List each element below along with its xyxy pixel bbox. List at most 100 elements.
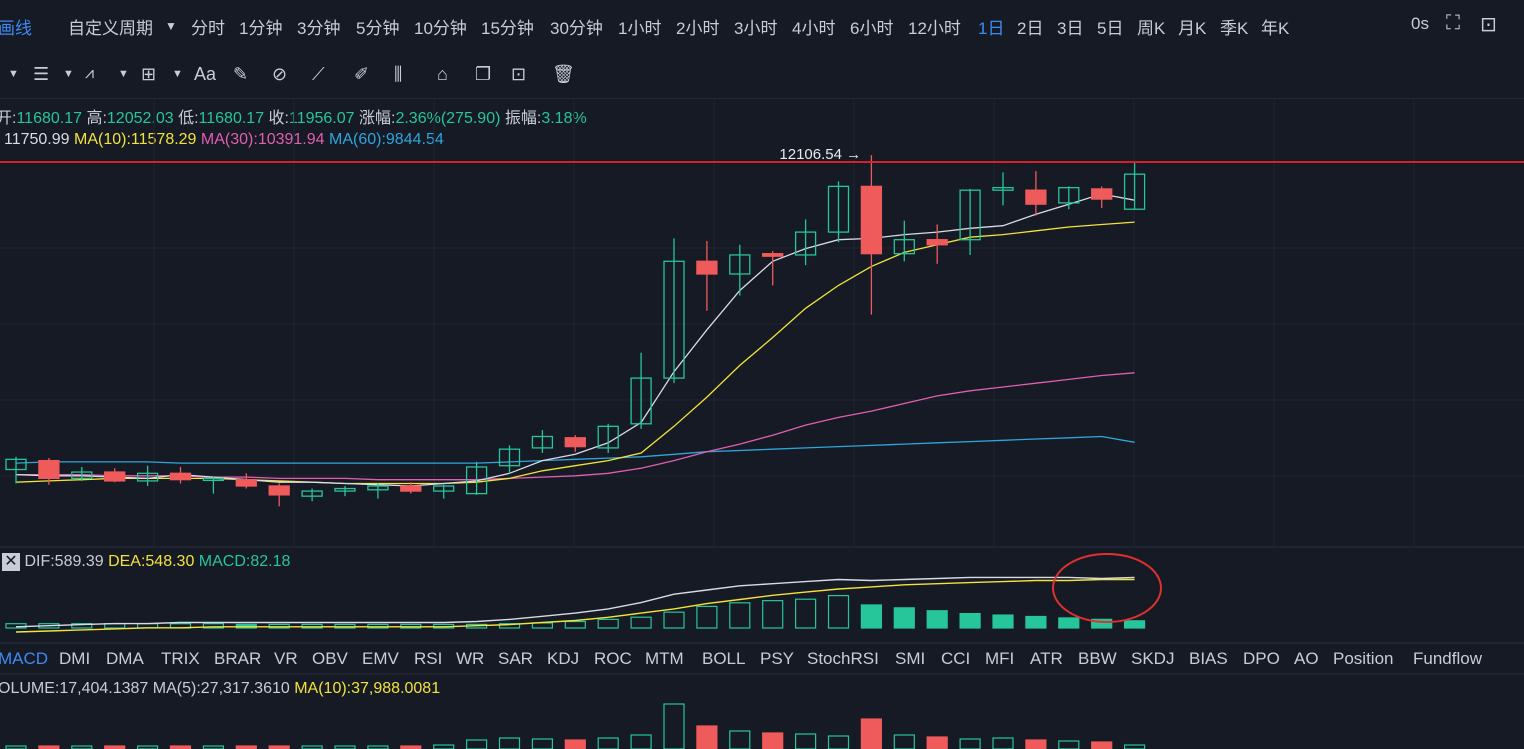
chevron-down-icon[interactable]: ▼ bbox=[165, 19, 177, 33]
indicator-tab-atr[interactable]: ATR bbox=[1030, 649, 1063, 668]
period-tab-18[interactable]: 月K bbox=[1178, 19, 1207, 38]
indicator-tab-trix[interactable]: TRIX bbox=[161, 649, 200, 668]
custom-period-dropdown[interactable]: 自定义周期 bbox=[68, 19, 153, 38]
window-icon[interactable]: ⊡ bbox=[1480, 14, 1497, 36]
volume-bar-3 bbox=[104, 745, 126, 749]
period-tab-1[interactable]: 1分钟 bbox=[239, 19, 283, 38]
chevron-down-icon[interactable]: ▼ bbox=[8, 68, 19, 80]
period-tab-14[interactable]: 2日 bbox=[1017, 19, 1044, 38]
change-value: 2.36%(275.90) bbox=[395, 110, 501, 127]
indicator-tab-cci[interactable]: CCI bbox=[941, 649, 971, 668]
magnet-icon[interactable]: ⊘ bbox=[272, 64, 288, 84]
volume-bar-23 bbox=[762, 732, 784, 749]
indicator-tab-mtm[interactable]: MTM bbox=[645, 649, 684, 668]
indicator-tab-roc[interactable]: ROC bbox=[594, 649, 632, 668]
copy-icon[interactable]: ❐ bbox=[475, 64, 492, 84]
candle-body-8 bbox=[268, 485, 290, 496]
indicator-tab-kdj[interactable]: KDJ bbox=[547, 649, 580, 668]
indicator-tab-dma[interactable]: DMA bbox=[106, 649, 144, 668]
indicator-tab-bias[interactable]: BIAS bbox=[1189, 649, 1228, 668]
period-tab-15[interactable]: 3日 bbox=[1057, 19, 1084, 38]
indicator-tab-fundflow[interactable]: Fundflow bbox=[1413, 649, 1482, 668]
macd-bar-30 bbox=[992, 614, 1014, 629]
period-tab-5[interactable]: 15分钟 bbox=[481, 19, 534, 38]
period-tab-4[interactable]: 10分钟 bbox=[414, 19, 467, 38]
ma30-value: 10391.94 bbox=[257, 131, 325, 148]
candle-body-27 bbox=[893, 239, 915, 255]
macd-bar-0 bbox=[5, 623, 27, 629]
period-tab-16[interactable]: 5日 bbox=[1097, 19, 1124, 38]
dea-line bbox=[15, 578, 1135, 633]
period-tab-8[interactable]: 2小时 bbox=[676, 19, 720, 38]
close-value: 11956.07 bbox=[289, 110, 355, 127]
candles-icon[interactable]: ⫼ bbox=[394, 64, 403, 84]
indicator-tab-stochrsi[interactable]: StochRSI bbox=[807, 649, 879, 668]
indicator-tab-dmi[interactable]: DMI bbox=[59, 649, 91, 668]
volume-bar-30 bbox=[992, 737, 1014, 749]
indicator-tab-smi[interactable]: SMI bbox=[895, 649, 926, 668]
period-tab-7[interactable]: 1小时 bbox=[618, 19, 662, 38]
volume-bar-31 bbox=[1025, 739, 1047, 749]
chevron-down-icon[interactable]: ▼ bbox=[172, 68, 183, 80]
wave-icon[interactable]: ⩘ bbox=[85, 65, 95, 82]
volume-value: 17,404.1387 bbox=[59, 680, 149, 697]
ruler-icon[interactable]: ✎ bbox=[233, 64, 249, 84]
period-tab-6[interactable]: 30分钟 bbox=[550, 19, 603, 38]
volume-bar-15 bbox=[498, 737, 521, 749]
chevron-down-icon[interactable]: ▼ bbox=[118, 68, 129, 80]
indicator-tab-skdj[interactable]: SKDJ bbox=[1131, 649, 1175, 668]
trash-icon[interactable]: 🗑 bbox=[552, 64, 575, 84]
period-tab-11[interactable]: 6小时 bbox=[850, 19, 894, 38]
high-value: 12052.03 bbox=[106, 110, 174, 127]
period-tab-2[interactable]: 3分钟 bbox=[297, 19, 341, 38]
period-tab-19[interactable]: 季K bbox=[1220, 19, 1249, 38]
period-tab-3[interactable]: 5分钟 bbox=[356, 19, 400, 38]
lines-icon[interactable]: ☰ bbox=[33, 64, 50, 84]
volume-bar-5 bbox=[169, 745, 192, 749]
indicator-tab-emv[interactable]: EMV bbox=[362, 649, 399, 668]
indicator-tab-wr[interactable]: WR bbox=[456, 649, 485, 668]
template-icon[interactable]: ⊡ bbox=[511, 64, 527, 84]
period-tab-10[interactable]: 4小时 bbox=[792, 19, 836, 38]
period-tab-20[interactable]: 年K bbox=[1261, 19, 1290, 38]
drawing-tab[interactable]: 画线 bbox=[0, 19, 32, 38]
period-tab-0[interactable]: 分时 bbox=[191, 19, 225, 38]
period-tab-9[interactable]: 3小时 bbox=[734, 19, 778, 38]
indicator-tab-boll[interactable]: BOLL bbox=[702, 649, 746, 668]
pencil-icon[interactable]: ✐ bbox=[354, 64, 370, 84]
indicator-tab-position[interactable]: Position bbox=[1333, 649, 1394, 668]
indicator-tab-mfi[interactable]: MFI bbox=[985, 649, 1015, 668]
close-icon[interactable]: ✕ bbox=[2, 553, 20, 571]
ma-info: 11750.99 MA(10):11578.29 MA(30):10391.94… bbox=[4, 131, 444, 149]
indicator-tab-dpo[interactable]: DPO bbox=[1243, 649, 1280, 668]
indicator-tab-rsi[interactable]: RSI bbox=[414, 649, 443, 668]
lock-icon[interactable]: ⌂ bbox=[437, 64, 448, 84]
indicator-tab-ao[interactable]: AO bbox=[1294, 649, 1319, 668]
volume-bar-1 bbox=[38, 745, 60, 749]
volume-bar-13 bbox=[433, 744, 455, 749]
macd-bar-34 bbox=[1123, 620, 1146, 629]
macd-info: ✕ DIF:589.39 DEA:548.30 MACD:82.18 bbox=[2, 553, 290, 571]
candle-body-9 bbox=[301, 490, 323, 497]
indicator-tab-obv[interactable]: OBV bbox=[312, 649, 348, 668]
period-tab-13[interactable]: 1日 bbox=[978, 19, 1005, 38]
indicator-tab-sar[interactable]: SAR bbox=[498, 649, 533, 668]
indicator-tab-psy[interactable]: PSY bbox=[760, 649, 795, 668]
macd-bar-31 bbox=[1025, 615, 1047, 629]
measure-icon[interactable]: ⟋ bbox=[312, 64, 325, 84]
indicator-tab-bbw[interactable]: BBW bbox=[1078, 649, 1117, 668]
indicator-tab-vr[interactable]: VR bbox=[274, 649, 298, 668]
volume-bar-9 bbox=[301, 745, 323, 749]
chevron-down-icon[interactable]: ▼ bbox=[63, 68, 74, 80]
indicator-tab-brar[interactable]: BRAR bbox=[214, 649, 262, 668]
candle-body-16 bbox=[531, 435, 554, 449]
volume-bar-25 bbox=[827, 735, 850, 749]
text-tool-icon[interactable]: Aa bbox=[194, 64, 217, 84]
candle-body-14 bbox=[465, 466, 488, 495]
crosshair-icon[interactable]: ⊞ bbox=[141, 64, 157, 84]
fullscreen-icon[interactable]: ⛶ bbox=[1446, 12, 1460, 34]
period-tab-12[interactable]: 12小时 bbox=[908, 19, 961, 38]
period-tab-17[interactable]: 周K bbox=[1137, 19, 1166, 38]
indicator-tab-macd[interactable]: MACD bbox=[0, 649, 49, 668]
